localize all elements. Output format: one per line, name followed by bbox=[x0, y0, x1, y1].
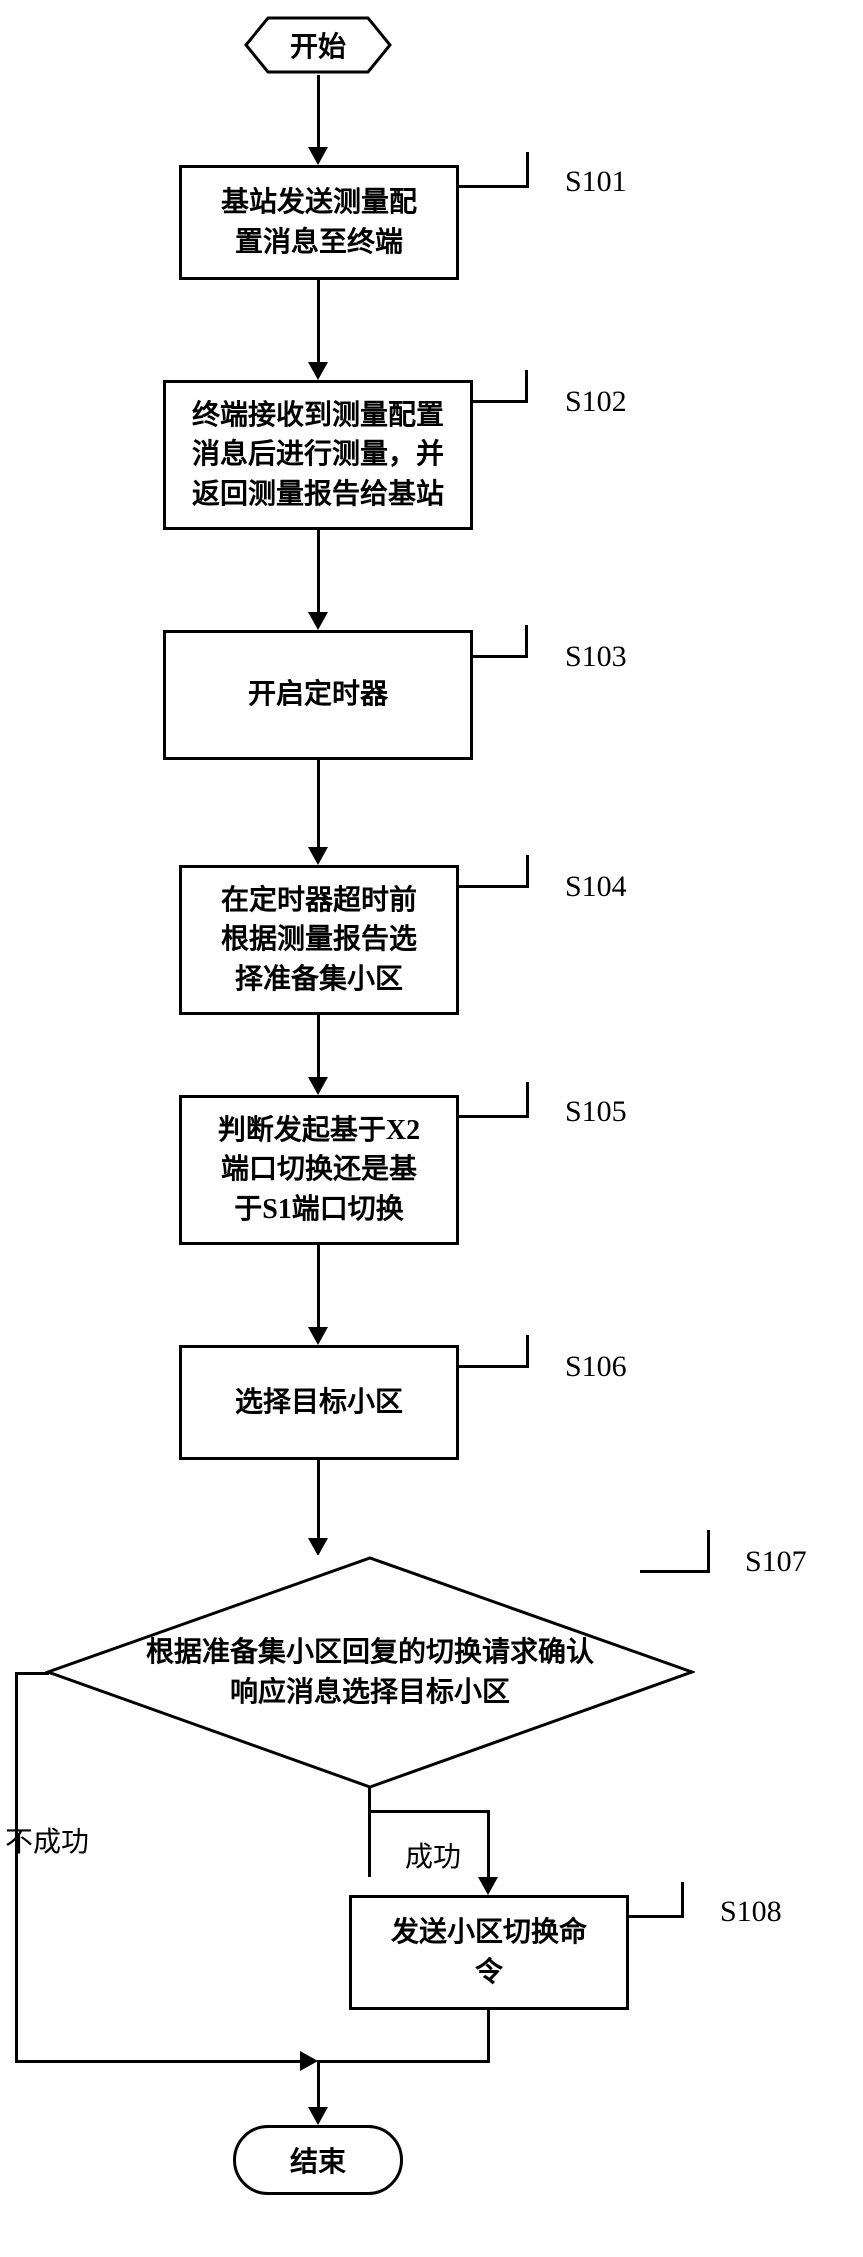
s106-node: 选择目标小区 bbox=[179, 1345, 459, 1460]
arrow-head bbox=[308, 2107, 328, 2125]
flowchart-container: 开始 基站发送测量配置消息至终端 S101 终端接收到测量配置消息后进行测量，并… bbox=[0, 0, 863, 2257]
arrow bbox=[317, 1015, 320, 1077]
s103-label: S103 bbox=[565, 640, 627, 674]
arrow-head bbox=[308, 612, 328, 630]
arrow bbox=[317, 2060, 320, 2107]
s102-node: 终端接收到测量配置消息后进行测量，并返回测量报告给基站 bbox=[163, 380, 473, 530]
s101-node: 基站发送测量配置消息至终端 bbox=[179, 165, 459, 280]
arrow bbox=[368, 1788, 371, 1877]
label-line bbox=[459, 1115, 529, 1118]
s107-node: 根据准备集小区回复的切换请求确认响应消息选择目标小区 bbox=[45, 1555, 695, 1790]
s104-label: S104 bbox=[565, 870, 627, 904]
s105-text: 判断发起基于X2端口切换还是基于S1端口切换 bbox=[218, 1111, 420, 1229]
s106-text: 选择目标小区 bbox=[235, 1383, 403, 1422]
label-line bbox=[459, 1365, 529, 1368]
label-line bbox=[525, 370, 528, 403]
s104-text: 在定时器超时前根据测量报告选择准备集小区 bbox=[221, 881, 417, 999]
arrow bbox=[368, 1810, 490, 1813]
label-line bbox=[707, 1530, 710, 1573]
label-line bbox=[526, 855, 529, 888]
s108-text: 发送小区切换命令 bbox=[391, 1913, 587, 1991]
label-line bbox=[526, 152, 529, 188]
start-node: 开始 bbox=[243, 15, 393, 75]
label-line bbox=[526, 1335, 529, 1368]
label-line bbox=[526, 1082, 529, 1118]
arrow bbox=[317, 280, 320, 362]
arrow bbox=[15, 2060, 300, 2063]
s105-label: S105 bbox=[565, 1095, 627, 1129]
label-line bbox=[473, 400, 528, 403]
arrow bbox=[317, 1460, 320, 1538]
s108-label: S108 bbox=[720, 1895, 782, 1929]
fail-label: 不成功 bbox=[5, 1820, 89, 1860]
arrow-head bbox=[308, 1077, 328, 1095]
s105-node: 判断发起基于X2端口切换还是基于S1端口切换 bbox=[179, 1095, 459, 1245]
label-line bbox=[459, 885, 529, 888]
s101-label: S101 bbox=[565, 165, 627, 199]
arrow bbox=[317, 1245, 320, 1327]
arrow bbox=[487, 1810, 490, 1877]
arrow bbox=[368, 1788, 371, 1791]
s102-text: 终端接收到测量配置消息后进行测量，并返回测量报告给基站 bbox=[192, 396, 444, 514]
s103-text: 开启定时器 bbox=[248, 675, 388, 714]
arrow bbox=[317, 530, 320, 612]
label-line bbox=[640, 1570, 710, 1573]
arrow bbox=[317, 760, 320, 847]
arrow-head bbox=[300, 2051, 318, 2071]
success-label: 成功 bbox=[405, 1835, 461, 1875]
s107-text: 根据准备集小区回复的切换请求确认响应消息选择目标小区 bbox=[86, 1633, 654, 1711]
arrow-head bbox=[308, 147, 328, 165]
arrow bbox=[317, 2060, 490, 2063]
s104-node: 在定时器超时前根据测量报告选择准备集小区 bbox=[179, 865, 459, 1015]
label-line bbox=[459, 185, 529, 188]
s107-label: S107 bbox=[745, 1545, 807, 1579]
s103-node: 开启定时器 bbox=[163, 630, 473, 760]
start-text: 开始 bbox=[290, 25, 346, 65]
s102-label: S102 bbox=[565, 385, 627, 419]
arrow-head bbox=[308, 1327, 328, 1345]
s106-label: S106 bbox=[565, 1350, 627, 1384]
s101-text: 基站发送测量配置消息至终端 bbox=[221, 183, 417, 261]
label-line bbox=[629, 1915, 684, 1918]
arrow bbox=[15, 1672, 49, 1675]
arrow-head bbox=[308, 847, 328, 865]
arrow bbox=[15, 1672, 18, 2060]
label-line bbox=[473, 655, 528, 658]
label-line bbox=[525, 625, 528, 658]
label-line bbox=[681, 1882, 684, 1918]
s108-node: 发送小区切换命令 bbox=[349, 1895, 629, 2010]
end-node: 结束 bbox=[233, 2125, 403, 2195]
arrow bbox=[317, 75, 320, 147]
end-text: 结束 bbox=[290, 2140, 346, 2180]
arrow bbox=[487, 2010, 490, 2060]
arrow-head bbox=[478, 1877, 498, 1895]
arrow-head bbox=[308, 362, 328, 380]
arrow-head bbox=[308, 1538, 328, 1556]
